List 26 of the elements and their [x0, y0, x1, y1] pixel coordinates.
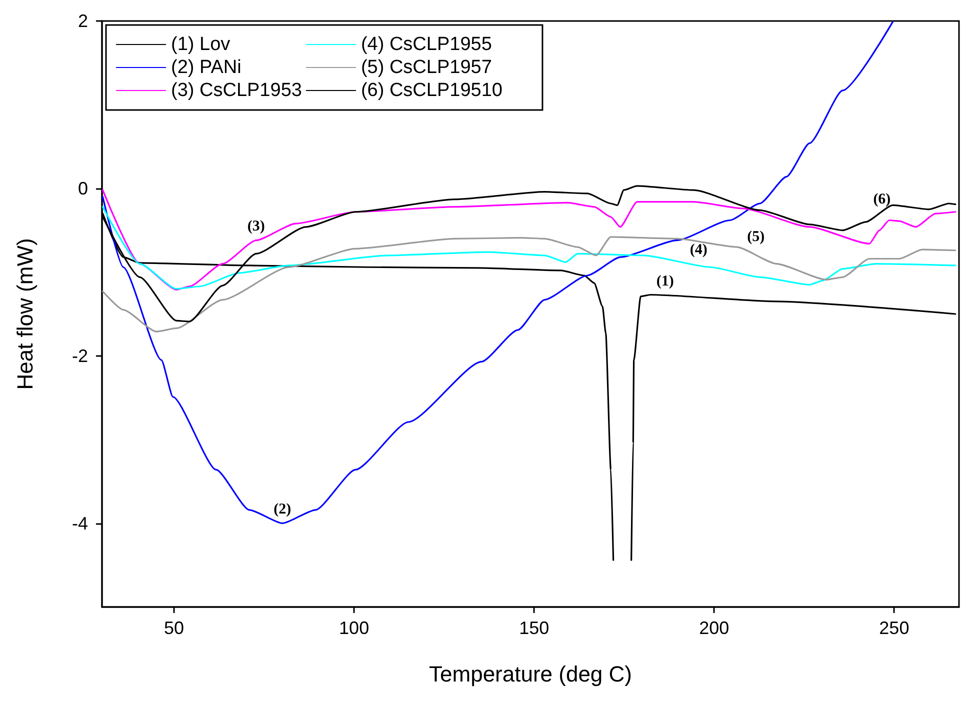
line-series — [102, 21, 894, 524]
y-tick-label: 2 — [78, 11, 88, 31]
annotation: (1) — [656, 274, 674, 290]
annotation: (4) — [690, 242, 708, 258]
y-tick-label: 0 — [78, 178, 88, 198]
annotation: (3) — [247, 218, 265, 234]
x-tick-label: 50 — [164, 618, 184, 638]
legend-label: (5) CsCLP1957 — [360, 57, 492, 78]
x-axis-title: Temperature (deg C) — [429, 662, 632, 686]
annotation: (5) — [747, 229, 765, 246]
x-tick-label: 150 — [519, 618, 550, 638]
annotation: (2) — [274, 501, 292, 518]
legend-label: (1) Lov — [171, 34, 231, 55]
legend-label: (4) CsCLP1955 — [360, 34, 492, 55]
x-tick-label: 200 — [699, 618, 730, 638]
legend-label: (2) PANi — [171, 57, 242, 78]
x-tick-label: 100 — [339, 618, 370, 638]
legend-label: (6) CsCLP19510 — [360, 80, 502, 101]
annotation: (6) — [873, 192, 891, 208]
line-series — [102, 206, 956, 290]
x-tick-label: 250 — [879, 618, 910, 638]
y-tick-label: -2 — [72, 346, 88, 366]
line-series — [102, 189, 956, 291]
legend-label: (3) CsCLP1953 — [171, 80, 302, 101]
y-axis-title: Heat flow (mW) — [12, 238, 38, 390]
y-tick-label: -4 — [72, 513, 88, 534]
